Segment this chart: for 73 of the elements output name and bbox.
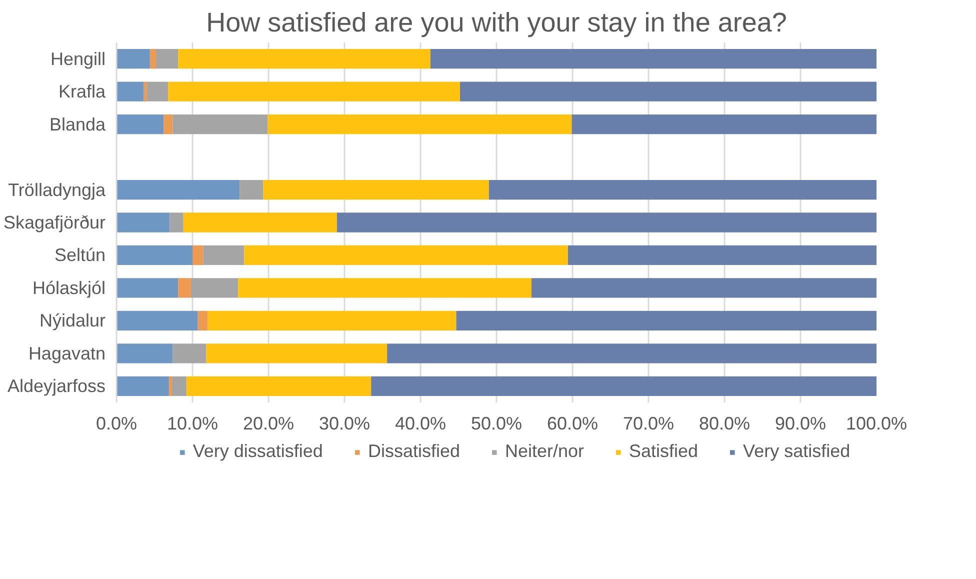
bar (430, 49, 876, 69)
bar (172, 344, 206, 364)
bar (170, 212, 184, 232)
bar (144, 82, 147, 102)
y-tick-label: Aldeyjarfoss (7, 376, 106, 396)
x-tick-label: 30.0% (318, 414, 370, 434)
x-tick-label: 40.0% (394, 414, 446, 434)
bar (336, 212, 876, 232)
chart-title: How satisfied are you with your stay in the area? (206, 8, 787, 38)
bar (206, 344, 388, 364)
bar (168, 376, 172, 396)
bar (186, 376, 372, 396)
bar (116, 82, 144, 102)
bar (203, 245, 244, 266)
y-tick-label: Hagavatn (28, 343, 106, 364)
bar (146, 82, 168, 102)
bar (178, 278, 191, 298)
bar (460, 82, 876, 102)
bar (164, 114, 173, 134)
x-tick-label: 90.0% (774, 414, 826, 434)
bar (116, 49, 150, 69)
legend-label: Very dissatisfied (192, 441, 323, 462)
bar (116, 180, 240, 200)
x-tick-label: 0.0% (96, 414, 138, 434)
bar (371, 376, 876, 396)
x-tick-label: 80.0% (698, 414, 750, 434)
legend-label: Neiter/nor (504, 441, 584, 462)
bar (568, 245, 876, 266)
x-tick-label: 60.0% (546, 414, 598, 434)
bar (387, 344, 876, 364)
bar (116, 245, 192, 266)
bar (172, 376, 186, 396)
y-tick-label: Nýidalur (39, 310, 106, 331)
bar (116, 278, 178, 298)
y-tick-label: Krafla (58, 82, 106, 102)
bar (116, 376, 169, 396)
bar (240, 180, 264, 200)
x-tick-label: 50.0% (470, 414, 522, 434)
bar (116, 212, 170, 232)
legend-label: Dissatisfied (368, 441, 460, 462)
bar (244, 245, 568, 266)
bar (116, 114, 164, 134)
bar (531, 278, 876, 298)
x-tick-label: 100.0% (846, 414, 908, 434)
bar (238, 278, 532, 298)
legend-label: Very satisfied (743, 441, 850, 462)
bar (263, 180, 489, 200)
legend-label: Satisfied (629, 441, 698, 462)
bar (190, 278, 238, 298)
y-tick-label: Skagafjörður (3, 212, 106, 232)
x-tick-label: 70.0% (622, 414, 674, 434)
bar (156, 49, 178, 69)
bar (150, 49, 156, 69)
bar (178, 49, 430, 69)
bar (168, 82, 460, 102)
y-tick-label: Seltún (54, 245, 106, 266)
bar (572, 114, 876, 134)
bar (116, 344, 173, 364)
bar (183, 212, 337, 232)
bar (488, 180, 876, 200)
y-tick-label: Hengill (50, 48, 106, 69)
x-tick-label: 10.0% (166, 414, 218, 434)
bar (172, 114, 268, 134)
y-tick-label: Hólaskjól (32, 278, 106, 298)
x-tick-label: 20.0% (242, 414, 294, 434)
bar (456, 310, 876, 330)
bar (268, 114, 572, 134)
bar (198, 310, 208, 330)
y-tick-label: Trölladyngja (8, 180, 106, 200)
bar (192, 245, 204, 266)
y-tick-label: Blanda (49, 114, 106, 134)
bar (208, 310, 456, 330)
bar (116, 310, 198, 330)
